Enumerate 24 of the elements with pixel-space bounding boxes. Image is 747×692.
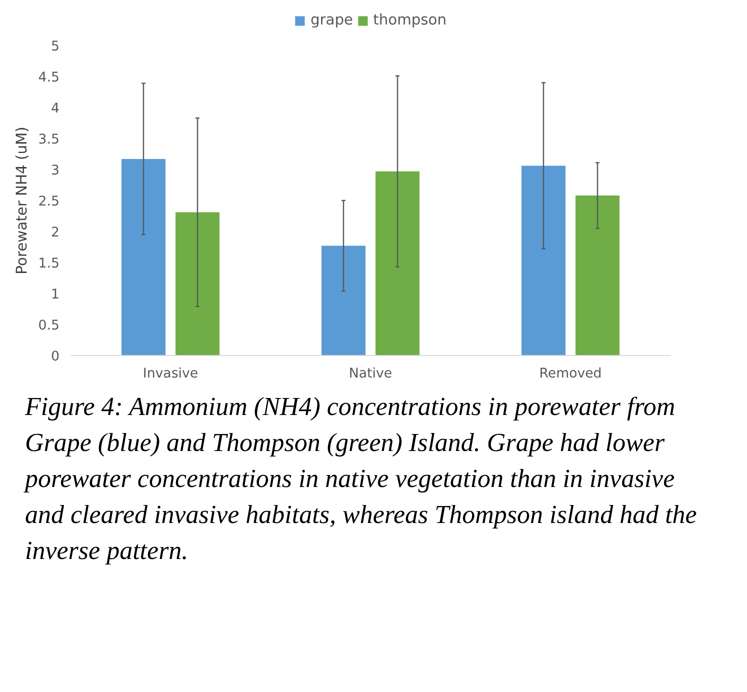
bar: [576, 196, 620, 356]
bar: [376, 171, 420, 356]
y-tick-label: 0.5: [38, 318, 60, 334]
y-tick-label: 0: [51, 350, 60, 364]
x-tick-label: Invasive: [142, 366, 198, 382]
legend-label: thompson: [373, 12, 447, 28]
x-tick-label: Native: [348, 366, 392, 382]
y-tick-label: 1.5: [38, 256, 60, 272]
x-tick-label: Removed: [539, 366, 602, 382]
bar: [122, 158, 166, 356]
y-tick-label: 3.5: [38, 132, 60, 148]
y-tick-label: 4: [51, 102, 60, 116]
y-tick-label: 1: [51, 288, 60, 302]
bar: [322, 246, 366, 356]
y-tick-label: 2.5: [38, 194, 60, 210]
y-tick-label: 2: [51, 226, 60, 240]
bar: [176, 212, 220, 356]
y-tick-label: 3: [51, 164, 60, 178]
y-axis-title: Porewater NH4 (uM): [13, 126, 30, 274]
y-tick-label: 5: [51, 40, 60, 54]
y-tick-label: 4.5: [38, 70, 60, 86]
legend-label: grape: [310, 12, 354, 28]
bar: [522, 166, 566, 356]
caption: Figure 4: Ammonium (NH4) concentrations in porewater from Grape (blue) and Thompson (green) Island. Grape had lower porewater concentrations in native vegetation than in invasive and cleared invasive habitats, whereas Thompson island had the inverse pattern.: [25, 391, 698, 567]
